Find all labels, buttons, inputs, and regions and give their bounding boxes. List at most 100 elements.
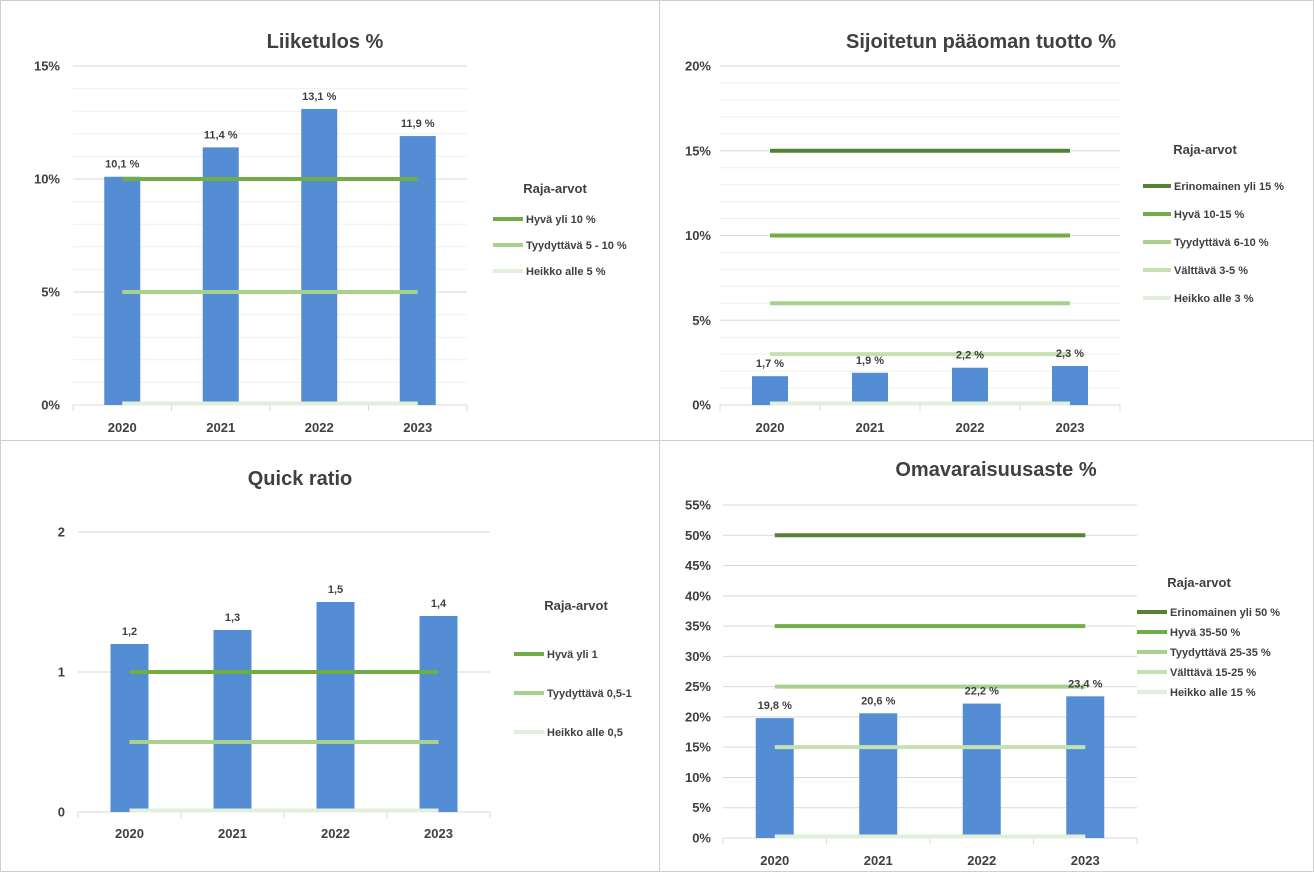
legend: Raja-arvot Erinomainen yli 50 % Hyvä 35-50… bbox=[1137, 575, 1280, 699]
x-tick-label: 2021 bbox=[206, 420, 235, 435]
data-label: 1,3 bbox=[225, 612, 240, 624]
bar bbox=[852, 372, 888, 405]
x-tick-label: 2023 bbox=[1071, 853, 1100, 868]
y-tick-label: 15% bbox=[685, 740, 711, 755]
x-tick-label: 2022 bbox=[956, 420, 985, 435]
y-tick-label: 20% bbox=[685, 709, 711, 724]
y-tick-label: 5% bbox=[41, 285, 60, 300]
bar bbox=[752, 376, 788, 405]
y-tick-label: 0 bbox=[58, 805, 65, 820]
x-tick-label: 2022 bbox=[967, 853, 996, 868]
chart-panel-liiketulos: 0% 5% 10% 15% 10,1 % 11,4 % 13,1 % 11,9 % 2020 20… bbox=[0, 0, 659, 440]
data-label: 1,5 bbox=[328, 584, 343, 596]
x-tick-label: 2020 bbox=[108, 420, 137, 435]
y-tick-label: 5% bbox=[692, 800, 711, 815]
chart-title: Omavaraisuusaste % bbox=[895, 459, 1096, 481]
chart-title: Quick ratio bbox=[248, 468, 352, 490]
data-label: 20,6 % bbox=[861, 695, 895, 707]
y-tick-label: 45% bbox=[685, 558, 711, 573]
chart-panel-sijoitetun-paaoman-tuotto: 0% 5% 10% 15% 20% 1,7 % 1,9 % 2,2 % 2,3 % 2020 202… bbox=[659, 0, 1314, 440]
threshold-lines bbox=[129, 670, 439, 813]
data-label: 1,2 bbox=[122, 626, 137, 638]
data-label: 11,9 % bbox=[401, 118, 435, 130]
y-tick-label: 0% bbox=[692, 398, 711, 413]
x-tick-label: 2022 bbox=[321, 826, 350, 841]
chart-svg: 0% 5% 10% 15% 10,1 % 11,4 % 13,1 % 11,9 % 2020 20… bbox=[34, 31, 627, 435]
threshold-lines bbox=[122, 177, 418, 406]
bar bbox=[859, 713, 898, 838]
y-tick-label: 5% bbox=[692, 313, 711, 328]
legend-item-label: Heikko alle 15 % bbox=[1170, 687, 1256, 699]
y-tick-label: 1 bbox=[58, 665, 65, 680]
legend: Raja-arvot Hyvä yli 10 % Tyydyttävä 5 - 10… bbox=[493, 181, 627, 278]
x-tick-label: 2022 bbox=[305, 420, 334, 435]
y-tick-label: 15% bbox=[34, 59, 60, 74]
legend-title: Raja-arvot bbox=[1167, 575, 1231, 590]
legend-item-label: Hyvä yli 10 % bbox=[526, 214, 596, 226]
legend-item-label: Tyydyttävä 0,5-1 bbox=[547, 688, 632, 700]
legend-item-label: Hyvä yli 1 bbox=[547, 649, 598, 661]
chart-title: Sijoitetun pääoman tuotto % bbox=[846, 31, 1116, 53]
chart-svg: 0% 5% 10% 15% 20% 25% 30% 35% 40% 45% 50% 55% 19,8 %… bbox=[685, 459, 1280, 868]
chart-panel-quick-ratio: 0 1 2 1,2 1,3 1,5 1,4 2020 2021 2022 2023 Quick rat… bbox=[0, 440, 659, 872]
data-label: 2,3 % bbox=[1056, 348, 1084, 360]
data-label: 1,7 % bbox=[756, 358, 784, 370]
x-tick-label: 2020 bbox=[760, 853, 789, 868]
legend: Raja-arvot Erinomainen yli 15 % Hyvä 10-15… bbox=[1143, 142, 1284, 305]
y-tick-label: 0% bbox=[692, 831, 711, 846]
bar bbox=[962, 703, 1001, 838]
bar bbox=[1066, 696, 1105, 838]
y-tick-label: 10% bbox=[34, 172, 60, 187]
legend-item-label: Heikko alle 5 % bbox=[526, 266, 606, 278]
y-tick-label: 10% bbox=[685, 770, 711, 785]
x-tick-label: 2023 bbox=[403, 420, 432, 435]
x-tick-label: 2021 bbox=[856, 420, 885, 435]
bar bbox=[110, 644, 149, 812]
bars bbox=[755, 696, 1105, 838]
bars bbox=[104, 108, 436, 406]
y-tick-label: 25% bbox=[685, 679, 711, 694]
data-label: 11,4 % bbox=[204, 129, 238, 141]
legend-item-label: Tyydyttävä 5 - 10 % bbox=[526, 240, 627, 252]
bar bbox=[213, 630, 252, 812]
y-tick-label: 50% bbox=[685, 528, 711, 543]
bars bbox=[110, 602, 458, 812]
x-tick-label: 2020 bbox=[115, 826, 144, 841]
x-tick-label: 2021 bbox=[218, 826, 247, 841]
y-tick-label: 30% bbox=[685, 649, 711, 664]
legend-item-label: Erinomainen yli 50 % bbox=[1170, 607, 1280, 619]
data-label: 10,1 % bbox=[105, 159, 139, 171]
legend-item-label: Välttävä 3-5 % bbox=[1174, 265, 1248, 277]
legend-item-label: Hyvä 10-15 % bbox=[1174, 209, 1245, 221]
bar bbox=[1052, 366, 1088, 405]
legend-item-label: Tyydyttävä 6-10 % bbox=[1174, 237, 1269, 249]
data-label: 22,2 % bbox=[965, 686, 999, 698]
x-tick-label: 2020 bbox=[756, 420, 785, 435]
legend-title: Raja-arvot bbox=[544, 598, 608, 613]
legend-item-label: Heikko alle 0,5 bbox=[547, 727, 623, 739]
data-label: 13,1 % bbox=[302, 91, 336, 103]
y-tick-label: 2 bbox=[58, 525, 65, 540]
y-tick-label: 0% bbox=[41, 398, 60, 413]
legend-title: Raja-arvot bbox=[523, 181, 587, 196]
x-tick-label: 2023 bbox=[1056, 420, 1085, 435]
legend-title: Raja-arvot bbox=[1173, 142, 1237, 157]
threshold-lines bbox=[770, 148, 1070, 406]
legend-item-label: Tyydyttävä 25-35 % bbox=[1170, 647, 1271, 659]
data-label: 2,2 % bbox=[956, 350, 984, 362]
chart-svg: 0% 5% 10% 15% 20% 1,7 % 1,9 % 2,2 % 2,3 % 2020 202… bbox=[685, 31, 1284, 435]
data-label: 23,4 % bbox=[1068, 678, 1102, 690]
legend-item-label: Erinomainen yli 15 % bbox=[1174, 181, 1284, 193]
threshold-lines bbox=[774, 533, 1086, 839]
bar bbox=[419, 616, 458, 812]
chart-title: Liiketulos % bbox=[267, 31, 384, 53]
bar bbox=[301, 108, 338, 405]
chart-panel-omavaraisuusaste: 0% 5% 10% 15% 20% 25% 30% 35% 40% 45% 50% 55% 19,8 %… bbox=[659, 440, 1314, 872]
data-label: 1,4 bbox=[431, 598, 447, 610]
y-tick-label: 20% bbox=[685, 59, 711, 74]
y-tick-label: 55% bbox=[685, 498, 711, 513]
legend-item-label: Hyvä 35-50 % bbox=[1170, 627, 1241, 639]
bar bbox=[755, 718, 794, 838]
legend: Raja-arvot Hyvä yli 1 Tyydyttävä 0,5-1 Heik… bbox=[514, 598, 632, 739]
